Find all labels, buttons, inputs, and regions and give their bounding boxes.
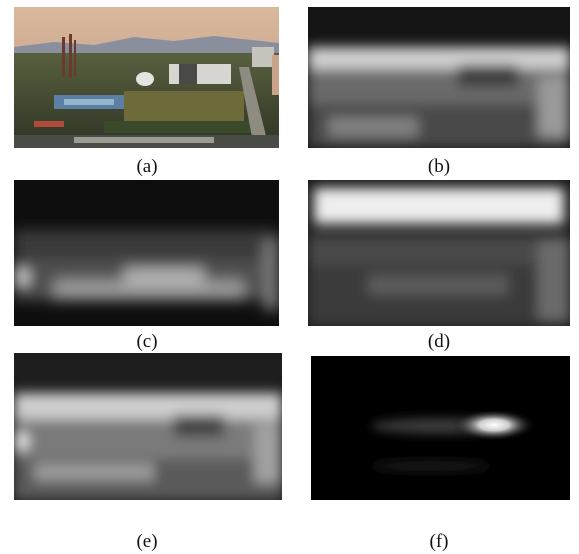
saliency-map-d [308,180,570,326]
aerial-photo-image [14,7,279,148]
saliency-map-b [308,7,570,148]
caption-c: (c) [136,331,158,352]
panel-c-saliency [14,180,279,326]
saliency-map-f [311,356,570,500]
panel-f-saliency [311,356,570,500]
panel-e-saliency [14,353,282,500]
saliency-map-e [14,353,282,500]
caption-a: (a) [136,156,158,177]
caption-b: (b) [427,156,451,177]
saliency-map-c [14,180,279,326]
panel-d-saliency [308,180,570,326]
panel-a-photo [14,7,279,148]
panel-b-saliency [308,7,570,148]
caption-d: (d) [427,331,451,352]
caption-e: (e) [136,531,158,552]
caption-f: (f) [429,531,449,552]
